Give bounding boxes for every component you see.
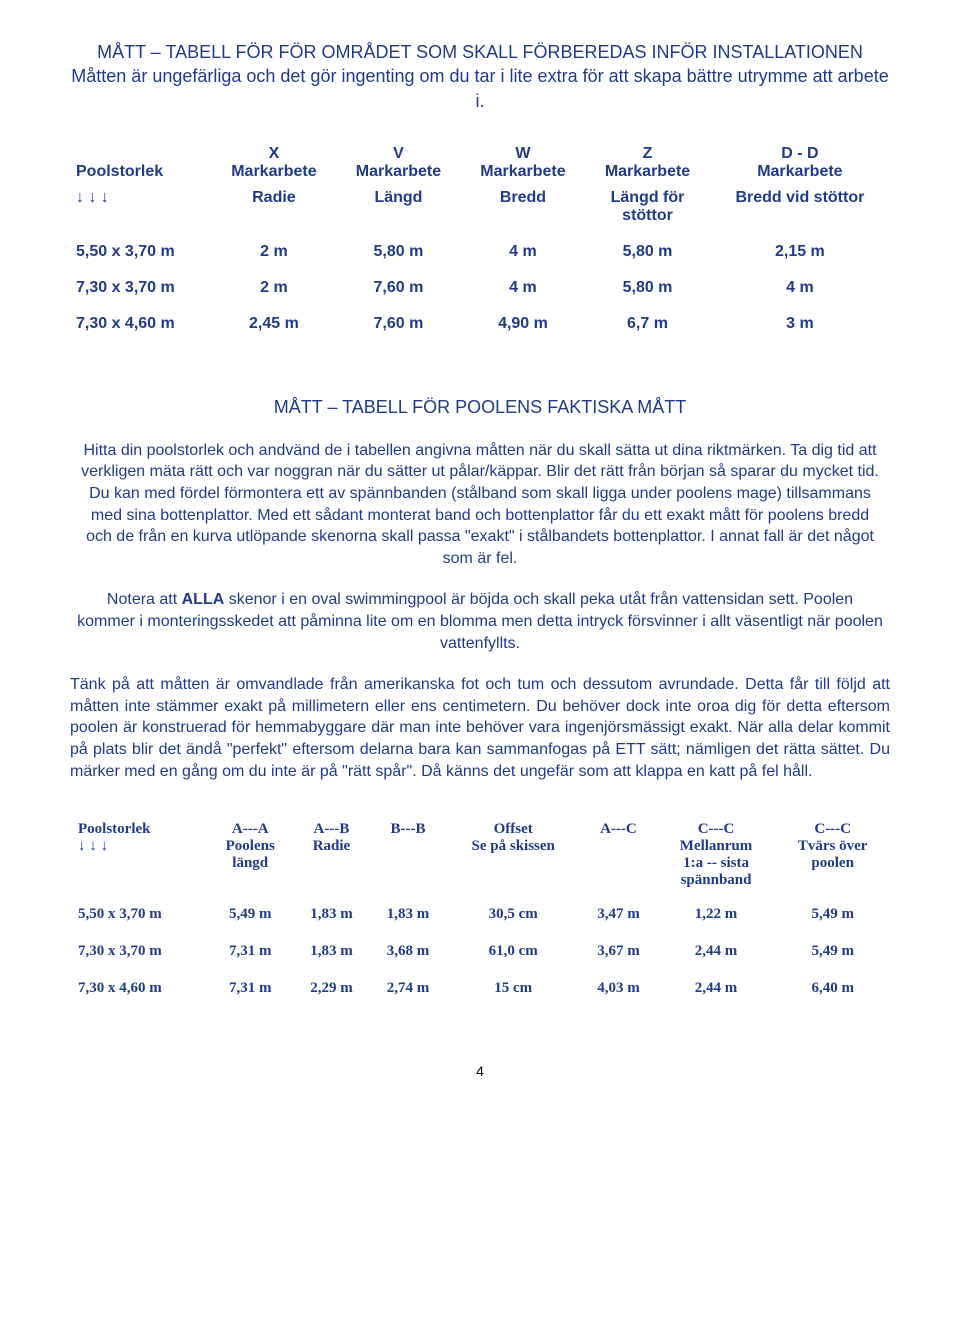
para1: Hitta din poolstorlek och andvänd de i t… xyxy=(76,440,884,570)
t2-h1: A---A Poolens längd xyxy=(207,818,293,892)
table-row: 7,30 x 3,70 m 7,31 m 1,83 m 3,68 m 61,0 … xyxy=(70,929,890,966)
t1-sh0: ↓ ↓ ↓ xyxy=(70,185,212,229)
page-number: 4 xyxy=(70,1063,890,1079)
t2-h6: C---C Mellanrum 1:a -- sista spännband xyxy=(657,818,776,892)
table-row: 7,30 x 4,60 m 2,45 m 7,60 m 4,90 m 6,7 m… xyxy=(70,301,890,337)
t2-h2: A---B Radie xyxy=(293,818,370,892)
t1-h4: ZMarkarbete xyxy=(585,141,710,185)
document-page: MÅTT – TABELL FÖR FÖR OMRÅDET SOM SKALL … xyxy=(0,0,960,1109)
t2-h4: Offset Se på skissen xyxy=(446,818,580,892)
t1-h5: D - DMarkarbete xyxy=(710,141,890,185)
t1-sh5: Bredd vid stöttor xyxy=(710,185,890,229)
t1-sh4: Längd förstöttor xyxy=(585,185,710,229)
table-row: 7,30 x 3,70 m 2 m 7,60 m 4 m 5,80 m 4 m xyxy=(70,265,890,301)
t1-sh3: Bredd xyxy=(461,185,586,229)
para2: Notera att ALLA skenor i en oval swimmin… xyxy=(76,589,884,654)
section2-title: MÅTT – TABELL FÖR POOLENS FAKTISKA MÅTT xyxy=(70,397,890,418)
title-line2: Måtten är ungefärliga och det gör ingent… xyxy=(71,66,888,110)
table-row: 5,50 x 3,70 m 5,49 m 1,83 m 1,83 m 30,5 … xyxy=(70,892,890,929)
page-title: MÅTT – TABELL FÖR FÖR OMRÅDET SOM SKALL … xyxy=(70,40,890,113)
t2-h0: Poolstorlek ↓ ↓ ↓ xyxy=(70,818,207,892)
actual-dimensions-table: Poolstorlek ↓ ↓ ↓ A---A Poolens längd A-… xyxy=(70,818,890,1003)
t2-h5: A---C xyxy=(580,818,657,892)
t1-sh1: Radie xyxy=(212,185,337,229)
t1-sh2: Längd xyxy=(336,185,461,229)
t1-h2: VMarkarbete xyxy=(336,141,461,185)
para3: Tänk på att måtten är omvandlade från am… xyxy=(70,674,890,782)
title-line1: MÅTT – TABELL FÖR FÖR OMRÅDET SOM SKALL … xyxy=(97,42,863,62)
t2-h7: C---C Tvärs över poolen xyxy=(775,818,890,892)
t1-h3: WMarkarbete xyxy=(461,141,586,185)
prep-area-table: Poolstorlek XMarkarbete VMarkarbete WMar… xyxy=(70,141,890,337)
t1-h0: Poolstorlek xyxy=(70,141,212,185)
t2-h3: B---B xyxy=(370,818,447,892)
t1-h1: XMarkarbete xyxy=(212,141,337,185)
table-row: 5,50 x 3,70 m 2 m 5,80 m 4 m 5,80 m 2,15… xyxy=(70,229,890,265)
table-row: 7,30 x 4,60 m 7,31 m 2,29 m 2,74 m 15 cm… xyxy=(70,966,890,1003)
